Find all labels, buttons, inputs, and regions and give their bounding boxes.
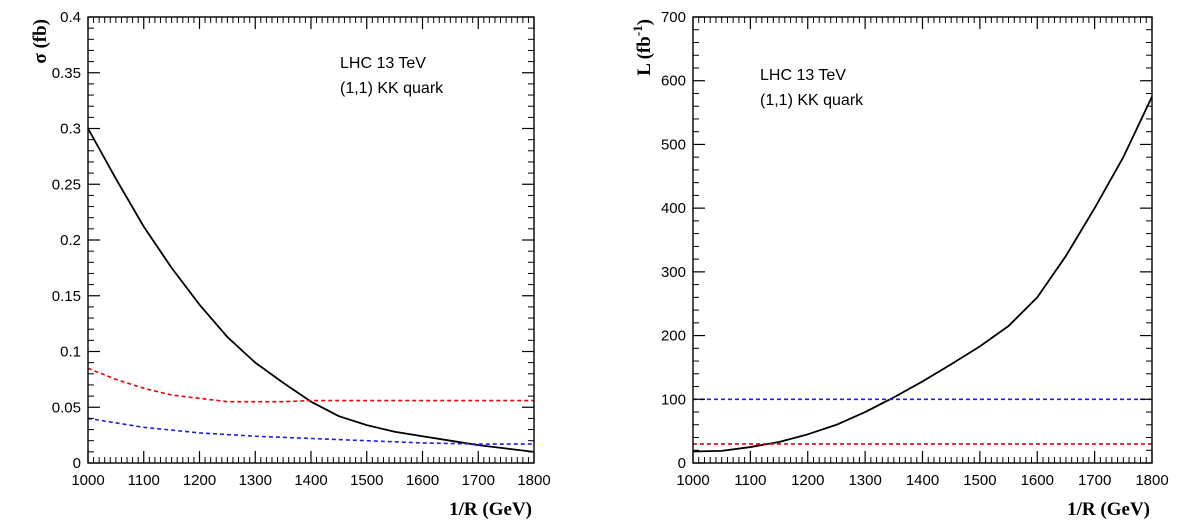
x-tick-label: 1100	[128, 472, 160, 489]
y-axis-title: σ (fb)	[30, 19, 51, 64]
x-tick-label: 1500	[963, 472, 996, 489]
x-tick-label: 1800	[1135, 472, 1168, 489]
cross-section-chart: 1000 1100 1200 1300 1400 1500 1600 1700 1800 0 0.0…	[30, 9, 551, 520]
y-tick-label: 400	[661, 200, 686, 217]
x-tick-label: 1300	[848, 472, 881, 489]
annotation-text: LHC 13 TeV	[340, 55, 426, 72]
x-tick-label: 1800	[517, 472, 550, 489]
y-tick-label: 0	[678, 455, 686, 472]
x-tick-label: 1400	[906, 472, 939, 489]
y-tick-label: 200	[661, 328, 686, 345]
x-tick-label: 1200	[791, 472, 824, 489]
x-tick-label: 1100	[734, 472, 766, 489]
y-tick-label: 0.3	[60, 121, 81, 138]
x-tick-label: 1600	[406, 472, 439, 489]
x-tick-label: 1700	[1078, 472, 1111, 489]
x-tick-label: 1200	[183, 472, 216, 489]
y-tick-label: 600	[661, 73, 686, 90]
x-tick-label: 1000	[676, 472, 709, 489]
series-line-2	[87, 417, 534, 445]
x-tick-label: 1500	[350, 472, 383, 489]
x-axis-title: 1/R (GeV)	[449, 499, 532, 520]
luminosity-chart: 1000 1100 1200 1300 1400 1500 1600 1700 1800 0 100…	[630, 9, 1169, 520]
y-tick-label: 100	[661, 391, 686, 408]
y-axis-title: L (fb-1)	[630, 19, 655, 76]
annotation-text: (1,1) KK quark	[340, 80, 444, 97]
x-tick-label: 1000	[71, 472, 104, 489]
series-line-1	[87, 367, 534, 403]
x-tick-label: 1700	[462, 472, 495, 489]
annotation-text: (1,1) KK quark	[760, 92, 864, 109]
y-tick-label: 0	[73, 455, 81, 472]
y-tick-label: 300	[661, 264, 686, 281]
x-tick-label: 1400	[294, 472, 327, 489]
y-tick-label: 0.05	[52, 399, 81, 416]
x-tick-label: 1600	[1021, 472, 1054, 489]
series-line-0	[87, 128, 535, 453]
annotation-text: LHC 13 TeV	[760, 67, 846, 84]
y-tick-label: 0.35	[52, 65, 81, 82]
y-tick-label: 0.25	[52, 176, 81, 193]
y-tick-label: 0.4	[60, 9, 81, 26]
y-tick-label: 0.2	[60, 232, 81, 249]
y-tick-label: 500	[661, 136, 686, 153]
y-tick-label: 0.1	[60, 344, 81, 361]
y-tick-label: 700	[661, 9, 686, 26]
series-line-0	[692, 96, 1153, 453]
y-tick-label: 0.15	[52, 288, 81, 305]
x-tick-label: 1300	[239, 472, 272, 489]
x-axis-title: 1/R (GeV)	[1067, 499, 1150, 520]
plot-frame	[87, 16, 535, 464]
